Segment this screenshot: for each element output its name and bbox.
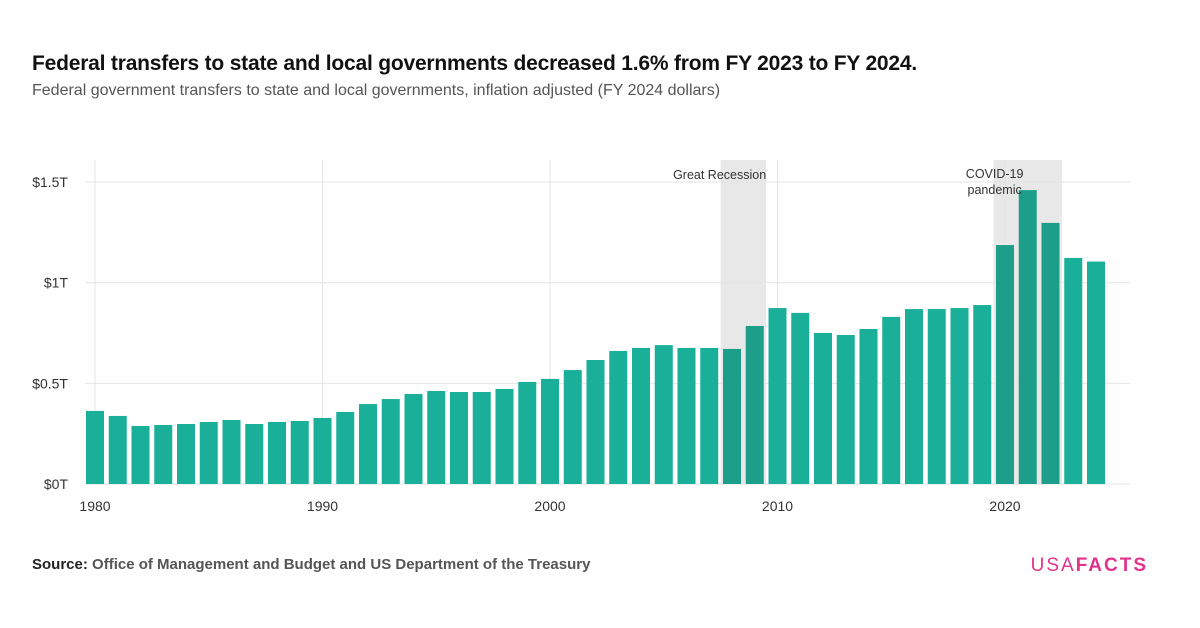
bar-1989 bbox=[290, 420, 309, 484]
x-tick-label: 2000 bbox=[534, 498, 565, 514]
bar-1996 bbox=[450, 392, 468, 484]
y-tick-label: $0T bbox=[44, 476, 69, 492]
source-text: Office of Management and Budget and US D… bbox=[92, 556, 591, 573]
bar-2007 bbox=[700, 347, 719, 484]
bar-2023 bbox=[1064, 257, 1083, 484]
bar-1998 bbox=[495, 388, 514, 484]
source-note: Source: Office of Management and Budget … bbox=[32, 556, 590, 573]
bar-2006 bbox=[677, 347, 696, 484]
bar-1991 bbox=[336, 411, 355, 484]
bar-2015 bbox=[882, 316, 901, 484]
bar-1986 bbox=[222, 419, 241, 484]
x-tick-label: 1990 bbox=[307, 498, 338, 514]
bar-1987 bbox=[245, 424, 264, 484]
bar-1984 bbox=[177, 424, 195, 484]
bar-1982 bbox=[131, 426, 150, 484]
bar-2005 bbox=[654, 345, 673, 484]
usafacts-logo: USAFACTS bbox=[1031, 555, 1148, 577]
bar-2016 bbox=[905, 309, 923, 484]
bar-1993 bbox=[381, 399, 400, 484]
bar-2001 bbox=[563, 370, 582, 484]
bar-2014 bbox=[859, 328, 878, 484]
bar-1980 bbox=[86, 410, 104, 484]
bar-1988 bbox=[268, 421, 286, 484]
y-tick-label: $0.5T bbox=[32, 375, 68, 391]
bar-2002 bbox=[586, 359, 605, 484]
chart-title: Federal transfers to state and local gov… bbox=[32, 52, 917, 75]
annotation-label: pandemic bbox=[968, 183, 1022, 197]
bar-1990 bbox=[313, 417, 332, 484]
bar-2022 bbox=[1041, 222, 1060, 485]
x-tick-label: 1980 bbox=[79, 498, 110, 514]
logo-facts: FACTS bbox=[1075, 555, 1148, 576]
bar-1983 bbox=[154, 425, 173, 484]
bar-2017 bbox=[927, 309, 946, 484]
bar-2009 bbox=[745, 325, 764, 484]
bar-2021 bbox=[1018, 190, 1037, 485]
bar-2000 bbox=[541, 378, 559, 484]
bar-2011 bbox=[791, 312, 810, 484]
y-tick-label: $1.5T bbox=[32, 174, 68, 190]
logo-usa: USA bbox=[1030, 555, 1076, 576]
bar-2012 bbox=[814, 333, 832, 484]
bar-2003 bbox=[609, 350, 628, 484]
source-label: Source: bbox=[32, 556, 88, 573]
x-tick-label: 2010 bbox=[762, 498, 793, 514]
bar-1992 bbox=[359, 404, 377, 484]
bar-2024 bbox=[1087, 261, 1105, 484]
bar-1999 bbox=[518, 381, 537, 484]
bar-1995 bbox=[427, 390, 446, 484]
bar-2008 bbox=[723, 348, 741, 484]
bar-2019 bbox=[973, 305, 992, 484]
y-tick-label: $1T bbox=[44, 275, 69, 291]
chart-subtitle: Federal government transfers to state an… bbox=[32, 82, 721, 99]
bar-2010 bbox=[768, 308, 787, 484]
annotation-label: Great Recession bbox=[673, 168, 766, 182]
annotation-label: COVID-19 bbox=[966, 167, 1024, 181]
bar-1981 bbox=[108, 415, 127, 484]
bar-1994 bbox=[404, 394, 423, 484]
bar-2020 bbox=[996, 245, 1014, 484]
bar-2018 bbox=[950, 308, 969, 484]
bar-2013 bbox=[836, 335, 855, 484]
x-tick-label: 2020 bbox=[989, 498, 1020, 514]
bar-1997 bbox=[472, 392, 491, 484]
bar-2004 bbox=[632, 347, 650, 484]
bar-1985 bbox=[199, 421, 218, 484]
